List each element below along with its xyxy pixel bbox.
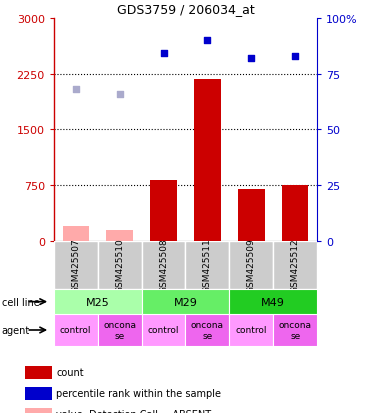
Text: GSM425508: GSM425508: [159, 238, 168, 293]
Bar: [142, 289, 229, 315]
Text: control: control: [148, 326, 179, 335]
Bar: [142, 315, 186, 346]
Text: cell line: cell line: [2, 297, 40, 307]
Text: M29: M29: [174, 297, 197, 307]
Point: [116, 91, 122, 98]
Bar: [25, 387, 52, 400]
Bar: [106, 230, 133, 242]
Bar: [229, 289, 317, 315]
Point: [204, 38, 210, 44]
Text: oncona
se: oncona se: [191, 320, 224, 340]
Bar: [54, 242, 98, 289]
Bar: [142, 242, 186, 289]
Text: M49: M49: [261, 297, 285, 307]
Bar: [186, 315, 229, 346]
Bar: [194, 80, 221, 242]
Bar: [229, 242, 273, 289]
Bar: [273, 315, 317, 346]
Bar: [98, 315, 142, 346]
Text: oncona
se: oncona se: [103, 320, 136, 340]
Text: value, Detection Call = ABSENT: value, Detection Call = ABSENT: [56, 409, 211, 413]
Text: M25: M25: [86, 297, 109, 307]
Bar: [25, 366, 52, 379]
Bar: [54, 289, 142, 315]
Point: [249, 55, 255, 62]
Bar: [273, 242, 317, 289]
Bar: [54, 315, 98, 346]
Text: GSM425509: GSM425509: [247, 238, 256, 293]
Point: [292, 53, 298, 60]
Bar: [186, 242, 229, 289]
Text: GSM425512: GSM425512: [291, 238, 300, 292]
Text: GSM425510: GSM425510: [115, 238, 124, 293]
Text: percentile rank within the sample: percentile rank within the sample: [56, 388, 221, 398]
Point: [161, 51, 167, 57]
Text: control: control: [236, 326, 267, 335]
Text: oncona
se: oncona se: [279, 320, 312, 340]
Text: GSM425511: GSM425511: [203, 238, 212, 293]
Bar: [25, 408, 52, 413]
Text: GSM425507: GSM425507: [71, 238, 80, 293]
Bar: [229, 315, 273, 346]
Text: control: control: [60, 326, 92, 335]
Bar: [98, 242, 142, 289]
Text: agent: agent: [2, 325, 30, 335]
Bar: [63, 227, 89, 242]
Bar: [238, 190, 265, 242]
Point: [73, 87, 79, 93]
Title: GDS3759 / 206034_at: GDS3759 / 206034_at: [116, 3, 255, 16]
Text: count: count: [56, 368, 84, 377]
Bar: [150, 180, 177, 242]
Bar: [282, 186, 308, 242]
